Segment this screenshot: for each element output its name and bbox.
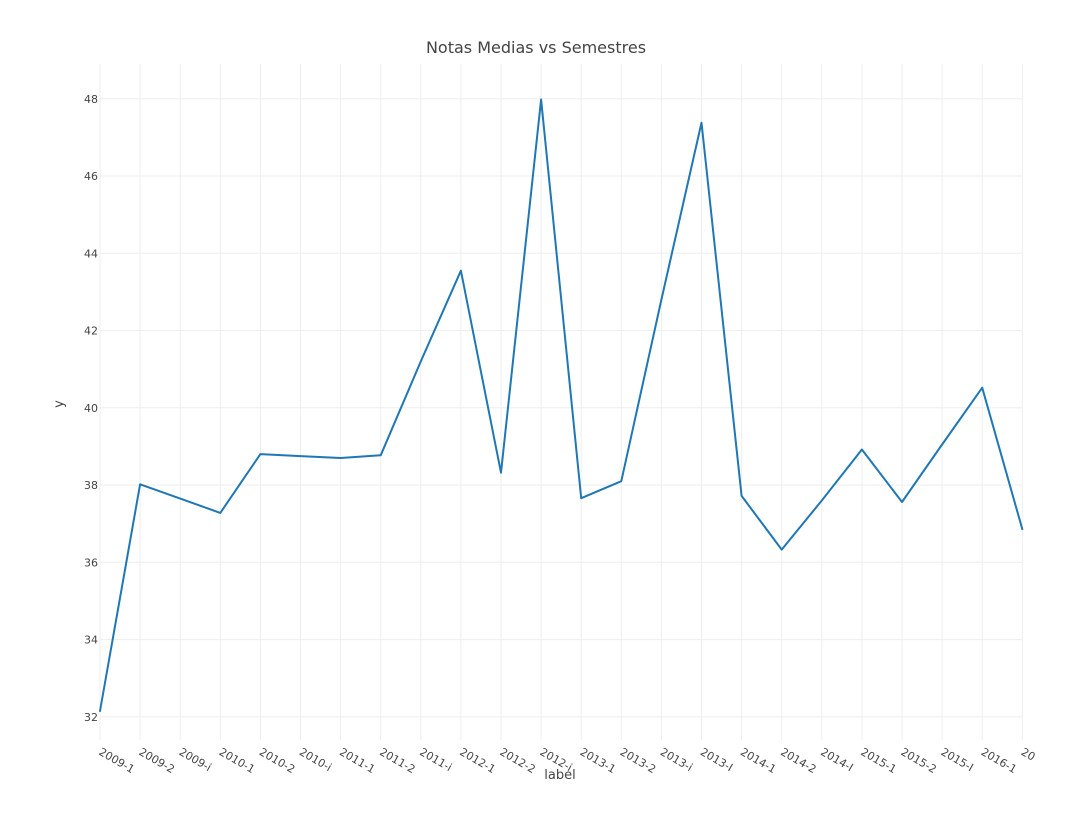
x-tick-label: 2009-i xyxy=(177,745,214,774)
data-point xyxy=(177,496,183,502)
series-layer xyxy=(97,97,1025,714)
data-point xyxy=(137,481,143,487)
x-tick-label: 2010-2 xyxy=(257,745,297,776)
x-tick-label: 2014-2 xyxy=(778,745,818,776)
x-tick-label: 2011-1 xyxy=(337,745,377,776)
y-tick-label: 42 xyxy=(84,325,98,338)
y-tick-labels: 32 34 36 38 40 42 44 46 48 xyxy=(84,93,98,724)
data-point xyxy=(298,453,304,459)
x-axis-title: label xyxy=(544,768,575,783)
y-tick-label: 32 xyxy=(84,711,98,724)
x-tick-label: 2015-2 xyxy=(899,745,939,776)
x-tick-label: 2013-2 xyxy=(618,745,658,776)
data-point xyxy=(859,447,865,453)
y-tick-label: 44 xyxy=(84,247,98,260)
x-tick-label: 2010-1 xyxy=(217,745,257,776)
x-tick-label: 2013-i xyxy=(658,745,695,774)
data-point xyxy=(779,547,785,553)
chart-title: Notas Medias vs Semestres xyxy=(426,38,646,57)
data-point xyxy=(217,510,223,516)
y-tick-label: 36 xyxy=(84,556,98,569)
y-tick-label: 34 xyxy=(84,634,98,647)
x-tick-label: 2013-1 xyxy=(578,745,618,776)
data-point xyxy=(699,120,705,126)
y-tick-label: 38 xyxy=(84,479,98,492)
x-tick-label: 2016-1 xyxy=(979,745,1019,776)
y-tick-label: 48 xyxy=(84,93,98,106)
data-point xyxy=(1019,526,1025,532)
x-tick-label: 2010-i xyxy=(297,745,334,774)
data-point xyxy=(979,385,985,391)
data-point xyxy=(498,470,504,476)
x-tick-label: 2015-1 xyxy=(858,745,898,776)
x-tick-label: 2014-1 xyxy=(738,745,778,776)
data-point xyxy=(618,478,624,484)
data-point xyxy=(378,452,384,458)
data-point xyxy=(819,498,825,504)
x-tick-label: 2012-2 xyxy=(498,745,538,776)
data-point xyxy=(538,97,544,103)
x-tick-label: 2012-1 xyxy=(457,745,497,776)
x-tick-label: 2015-I xyxy=(939,745,976,774)
data-point xyxy=(939,441,945,447)
x-tick-label: 2009-2 xyxy=(137,745,177,776)
x-tick-label: 2011-i xyxy=(417,745,454,774)
data-point xyxy=(338,455,344,461)
x-tick-label: 2009-1 xyxy=(97,745,137,776)
series-line xyxy=(99,98,1024,712)
data-point xyxy=(899,499,905,505)
x-tick-label: 2011-2 xyxy=(377,745,417,776)
x-tick-label: 20 xyxy=(1019,745,1038,763)
data-point xyxy=(578,495,584,501)
data-point xyxy=(418,358,424,364)
data-point xyxy=(257,451,263,457)
data-point xyxy=(97,708,103,714)
x-tick-label: 2013-I xyxy=(698,745,735,774)
y-tick-label: 40 xyxy=(84,402,98,415)
grid-layer xyxy=(99,64,1023,740)
y-tick-label: 46 xyxy=(84,170,98,183)
y-axis-title: y xyxy=(52,400,67,408)
data-point xyxy=(458,268,464,274)
x-tick-label: 2014-I xyxy=(818,745,855,774)
data-point xyxy=(658,297,664,303)
data-point xyxy=(739,493,745,499)
